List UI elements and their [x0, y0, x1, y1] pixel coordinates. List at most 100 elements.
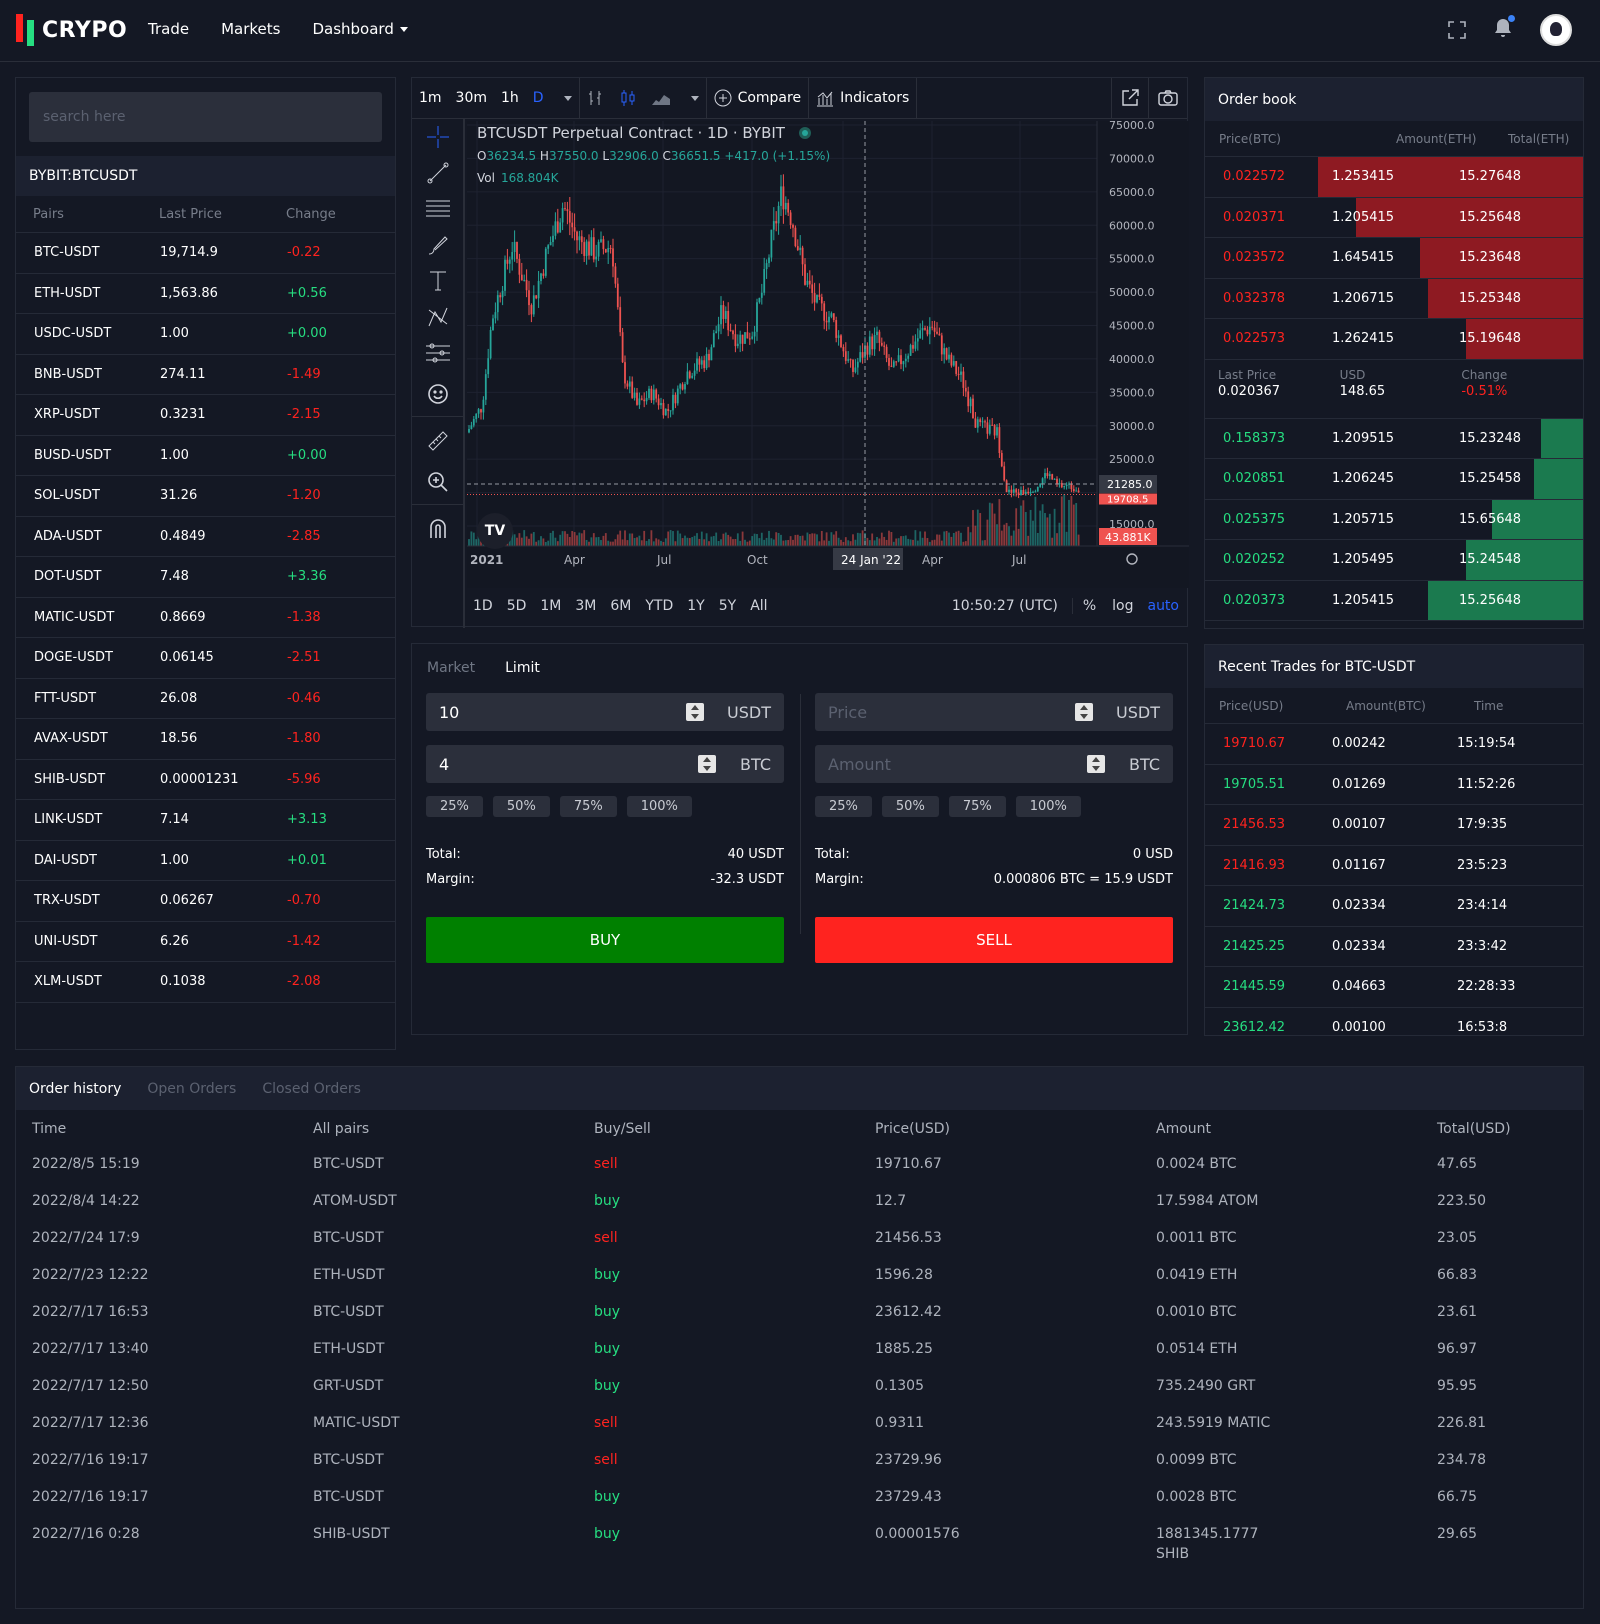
buy-button[interactable]: BUY — [426, 917, 784, 963]
order-book-row[interactable]: 0.158373 1.209515 15.23248 — [1205, 418, 1583, 459]
tab-market[interactable]: Market — [427, 660, 476, 676]
pair-row[interactable]: AVAX-USDT 18.56 -1.80 — [16, 719, 395, 760]
brand-logo[interactable]: CRYPO — [16, 12, 127, 48]
search-input[interactable]: search here — [29, 92, 382, 142]
pair-row[interactable]: XLM-USDT 0.1038 -2.08 — [16, 962, 395, 1003]
ruler-tool[interactable] — [412, 423, 463, 459]
pair-row[interactable]: ETH-USDT 1,563.86 +0.56 — [16, 274, 395, 314]
zoom-tool[interactable] — [412, 459, 463, 505]
magnet-tool[interactable] — [412, 511, 463, 547]
interval-dropdown[interactable] — [551, 78, 580, 118]
indicators-button[interactable]: Indicators — [809, 78, 918, 118]
range-1y[interactable]: 1Y — [687, 598, 705, 614]
sell-pct-100[interactable]: 100% — [1015, 796, 1081, 817]
tab-open-orders[interactable]: Open Orders — [147, 1080, 237, 1097]
order-book-row[interactable]: 0.023572 1.645415 15.23648 — [1205, 238, 1583, 279]
tab-closed-orders[interactable]: Closed Orders — [262, 1080, 361, 1097]
snapshot-button[interactable] — [1148, 78, 1187, 118]
area-button[interactable] — [644, 78, 678, 118]
sell-button[interactable]: SELL — [815, 917, 1173, 963]
auto-toggle[interactable]: auto — [1147, 598, 1179, 614]
user-avatar[interactable] — [1540, 14, 1572, 46]
order-book-row[interactable]: 0.020371 1.205415 15.25648 — [1205, 197, 1583, 238]
candles-button[interactable] — [612, 78, 644, 118]
order-book-row[interactable]: 0.020252 1.205495 15.24548 — [1205, 540, 1583, 581]
pair-row[interactable]: USDC-USDT 1.00 +0.00 — [16, 314, 395, 355]
range-5d[interactable]: 5D — [506, 598, 527, 614]
range-1d[interactable]: 1D — [473, 598, 493, 614]
buy-pct-25[interactable]: 25% — [426, 796, 483, 817]
buy-pct-100[interactable]: 100% — [626, 796, 692, 817]
price-chart[interactable]: 75000.0 70000.0 65000.0 60000.0 55000.0 50000… — [467, 119, 1189, 588]
range-3m[interactable]: 3M — [575, 598, 597, 614]
nav-trade[interactable]: Trade — [148, 20, 190, 38]
pair-row[interactable]: LINK-USDT 7.14 +3.13 — [16, 800, 395, 841]
stepper-icon[interactable] — [1087, 755, 1105, 773]
tab-limit[interactable]: Limit — [505, 660, 540, 676]
pair-row[interactable]: MATIC-USDT 0.8669 -1.38 — [16, 598, 395, 638]
trendline-tool[interactable] — [412, 155, 463, 191]
chart-type-dropdown[interactable] — [678, 78, 707, 118]
bar-type-button[interactable] — [580, 78, 612, 118]
range-6m[interactable]: 6M — [610, 598, 632, 614]
pair-row[interactable]: DOGE-USDT 0.06145 -2.51 — [16, 638, 395, 679]
order-book-row[interactable]: 0.020373 1.205415 15.25648 — [1205, 580, 1583, 621]
percent-toggle[interactable]: % — [1082, 598, 1097, 614]
pair-row[interactable]: BUSD-USDT 1.00 +0.00 — [16, 436, 395, 476]
pattern-tool[interactable] — [412, 299, 463, 335]
candlestick-chart[interactable]: 75000.0 70000.0 65000.0 60000.0 55000.0 50000… — [467, 119, 1189, 588]
stepper-icon[interactable] — [698, 755, 716, 773]
pair-row[interactable]: SHIB-USDT 0.00001231 -5.96 — [16, 760, 395, 800]
pair-row[interactable]: BNB-USDT 274.11 -1.49 — [16, 355, 395, 395]
pair-row[interactable]: XRP-USDT 0.3231 -2.15 — [16, 395, 395, 436]
crosshair-tool[interactable] — [412, 119, 463, 155]
notifications-button[interactable] — [1494, 15, 1515, 42]
range-ytd[interactable]: YTD — [645, 598, 674, 614]
order-book-row[interactable]: 0.022572 1.253415 15.27648 — [1205, 157, 1583, 198]
interval-d[interactable]: D — [532, 90, 544, 106]
projection-tool[interactable] — [412, 335, 463, 371]
range-5y[interactable]: 5Y — [718, 598, 737, 614]
utc-clock[interactable]: 10:50:27 (UTC) — [952, 598, 1073, 614]
stepper-icon[interactable] — [686, 703, 704, 721]
log-toggle[interactable]: log — [1112, 598, 1134, 614]
order-book-row[interactable]: 0.022573 1.262415 15.19648 — [1205, 319, 1583, 360]
emoji-tool[interactable] — [412, 371, 463, 417]
sell-price-input[interactable]: Price USDT — [815, 693, 1173, 731]
sell-amount-input[interactable]: Amount BTC — [815, 745, 1173, 783]
fullscreen-icon[interactable] — [1448, 21, 1466, 39]
order-book-row[interactable]: 0.020851 1.206245 15.25458 — [1205, 459, 1583, 500]
range-1m[interactable]: 1M — [540, 598, 562, 614]
buy-amount-input[interactable]: 4 BTC — [426, 745, 784, 783]
pair-row[interactable]: FTT-USDT 26.08 -0.46 — [16, 679, 395, 719]
order-book-row[interactable]: 0.025375 1.205715 15.65648 — [1205, 499, 1583, 540]
pair-row[interactable]: DOT-USDT 7.48 +3.36 — [16, 557, 395, 598]
pair-row[interactable]: SOL-USDT 31.26 -1.20 — [16, 476, 395, 517]
tradingview-logo-icon[interactable]: TV — [477, 513, 513, 549]
sell-pct-25[interactable]: 25% — [815, 796, 872, 817]
compare-button[interactable]: Compare — [707, 78, 810, 118]
tab-order-history[interactable]: Order history — [29, 1080, 122, 1097]
order-book-row[interactable]: 0.032378 1.206715 15.25348 — [1205, 278, 1583, 319]
pair-row[interactable]: ADA-USDT 0.4849 -2.85 — [16, 517, 395, 557]
popout-button[interactable] — [1111, 78, 1148, 118]
pair-row[interactable]: TRX-USDT 0.06267 -0.70 — [16, 881, 395, 922]
fib-tool[interactable] — [412, 191, 463, 227]
text-tool[interactable] — [412, 263, 463, 299]
nav-dashboard[interactable]: Dashboard — [312, 20, 408, 38]
buy-pct-75[interactable]: 75% — [559, 796, 617, 817]
nav-markets[interactable]: Markets — [221, 20, 281, 38]
interval-1m[interactable]: 1m — [419, 90, 442, 106]
brush-tool[interactable] — [412, 227, 463, 263]
stepper-icon[interactable] — [1075, 703, 1093, 721]
buy-pct-50[interactable]: 50% — [492, 796, 550, 817]
interval-30m[interactable]: 30m — [455, 90, 487, 106]
interval-1h[interactable]: 1h — [501, 90, 519, 106]
buy-price-input[interactable]: 10 USDT — [426, 693, 784, 731]
range-all[interactable]: All — [750, 598, 768, 614]
pair-row[interactable]: DAI-USDT 1.00 +0.01 — [16, 841, 395, 881]
pair-row[interactable]: UNI-USDT 6.26 -1.42 — [16, 922, 395, 962]
sell-pct-50[interactable]: 50% — [881, 796, 939, 817]
sell-pct-75[interactable]: 75% — [948, 796, 1006, 817]
pair-row[interactable]: BTC-USDT 19,714.9 -0.22 — [16, 233, 395, 274]
